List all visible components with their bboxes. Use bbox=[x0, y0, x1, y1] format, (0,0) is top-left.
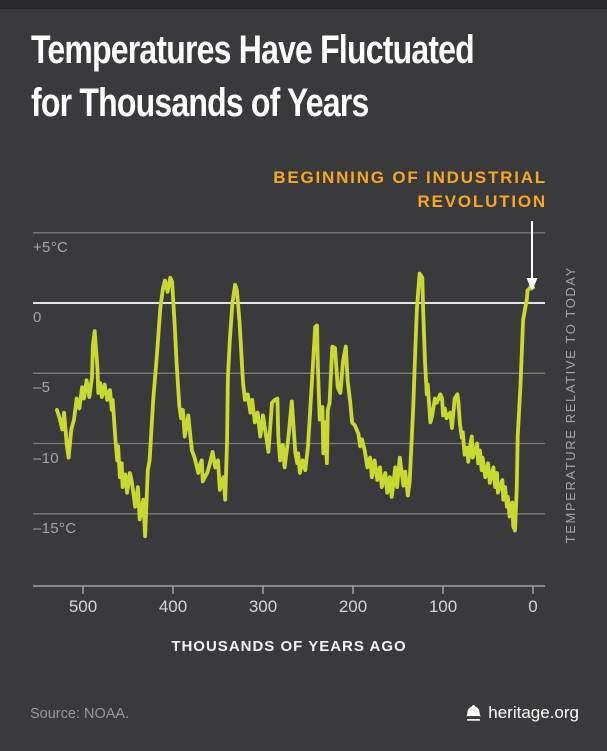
x-axis bbox=[33, 585, 545, 594]
annotation-line2: REVOLUTION bbox=[417, 192, 547, 211]
source-credit: Source: NOAA. bbox=[30, 706, 130, 722]
x-axis-label-0: 0 bbox=[528, 597, 538, 616]
industrial-revolution-annotation: BEGINNING OF INDUSTRIAL REVOLUTION bbox=[273, 166, 547, 214]
liberty-bell-icon bbox=[466, 705, 482, 721]
x-axis-label-400: 400 bbox=[158, 597, 188, 616]
y-axis-label-minus5: –5 bbox=[33, 379, 51, 397]
chart-title: Temperatures Have Fluctuated for Thousan… bbox=[31, 24, 475, 130]
top-accent-bar bbox=[0, 0, 607, 9]
y-axis-label-minus15: –15°C bbox=[33, 519, 77, 537]
y-axis-label-0: 0 bbox=[33, 309, 42, 326]
temperature-line bbox=[55, 271, 535, 539]
y-axis-title: TEMPERATURE RELATIVE TO TODAY bbox=[559, 266, 581, 544]
gridlines bbox=[33, 232, 545, 515]
chart-title-line2: for Thousands of Years bbox=[31, 81, 369, 125]
x-axis-label-300: 300 bbox=[248, 597, 278, 616]
y-axis-label-minus10: –10 bbox=[33, 449, 59, 467]
chart-title-line1: Temperatures Have Fluctuated bbox=[31, 28, 475, 72]
heritage-brand: heritage.org bbox=[465, 703, 579, 723]
heritage-brand-text: heritage.org bbox=[488, 703, 579, 722]
annotation-arrow bbox=[526, 221, 538, 291]
y-axis-label-plus5: +5°C bbox=[33, 238, 69, 256]
y-axis-title-text: TEMPERATURE RELATIVE TO TODAY bbox=[562, 266, 578, 544]
x-axis-label-200: 200 bbox=[338, 597, 368, 616]
annotation-line1: BEGINNING OF INDUSTRIAL bbox=[273, 168, 547, 187]
x-axis-title: THOUSANDS OF YEARS AGO bbox=[171, 638, 407, 655]
x-axis-label-100: 100 bbox=[428, 597, 458, 616]
x-axis-label-500: 500 bbox=[68, 597, 98, 616]
